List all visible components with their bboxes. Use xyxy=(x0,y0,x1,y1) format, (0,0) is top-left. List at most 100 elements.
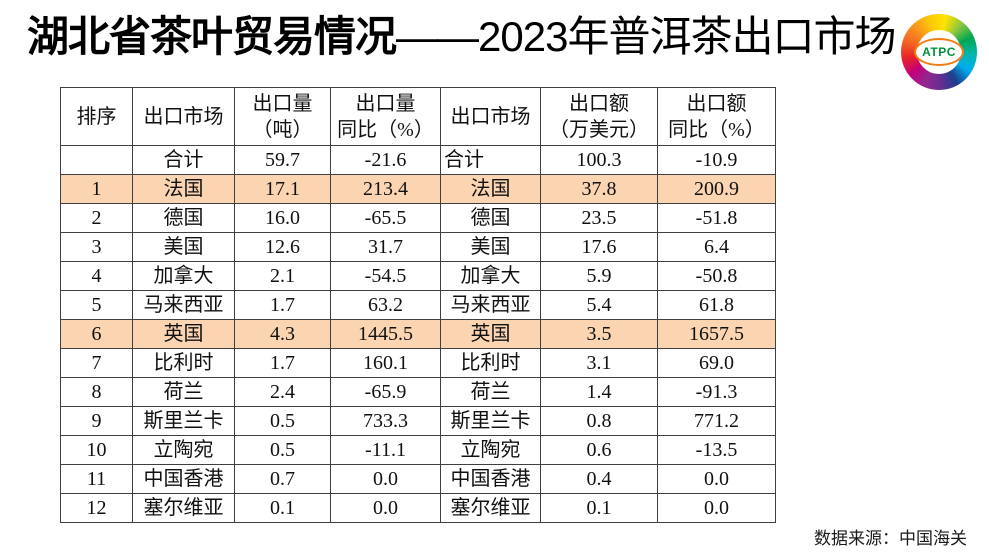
table-cell: 0.0 xyxy=(330,493,441,523)
page-title-main: 湖北省茶叶贸易情况 xyxy=(27,13,397,60)
table-cell: 英国 xyxy=(132,319,235,349)
table-row: 8 荷兰 2.4 -65.9 荷兰 1.4 -91.3 xyxy=(60,377,776,407)
table-cell: 0.0 xyxy=(657,464,776,494)
table-cell: 5 xyxy=(60,290,133,320)
table-cell: 0.0 xyxy=(330,464,441,494)
table-cell: 9 xyxy=(60,406,133,436)
table-cell: 3 xyxy=(60,232,133,262)
table-cell: 1.7 xyxy=(234,290,331,320)
table-cell: 0.5 xyxy=(234,435,331,465)
table-cell: 733.3 xyxy=(330,406,441,436)
table-cell: 德国 xyxy=(440,203,541,233)
table-cell: 16.0 xyxy=(234,203,331,233)
table-cell: 合计 xyxy=(132,145,235,175)
table-cell: 37.8 xyxy=(540,174,658,204)
table-cell: 23.5 xyxy=(540,203,658,233)
table-cell: 5.4 xyxy=(540,290,658,320)
table-cell: 213.4 xyxy=(330,174,441,204)
trade-table: 排序 出口市场 出口量 （吨） 出口量 同比（%） 出口市场 出口额 （万美元）… xyxy=(60,87,776,523)
table-cell: 0.1 xyxy=(234,493,331,523)
table-cell: 加拿大 xyxy=(132,261,235,291)
table-row: 7 比利时 1.7 160.1 比利时 3.1 69.0 xyxy=(60,348,776,378)
table-row: 9 斯里兰卡 0.5 733.3 斯里兰卡 0.8 771.2 xyxy=(60,406,776,436)
table-row: 1 法国 17.1 213.4 法国 37.8 200.9 xyxy=(60,174,776,204)
table-cell: 17.6 xyxy=(540,232,658,262)
table-row: 11 中国香港 0.7 0.0 中国香港 0.4 0.0 xyxy=(60,464,776,494)
table-cell: 2.1 xyxy=(234,261,331,291)
col-header-export-volume-yoy: 出口量 同比（%） xyxy=(330,87,441,146)
table-row: 合计 59.7 -21.6 合计 100.3 -10.9 xyxy=(60,145,776,175)
table-cell: 荷兰 xyxy=(440,377,541,407)
col-header-export-value-yoy: 出口额 同比（%） xyxy=(657,87,776,146)
table-cell: 立陶宛 xyxy=(440,435,541,465)
table-cell: 德国 xyxy=(132,203,235,233)
atpc-logo-icon: ATPC xyxy=(901,14,977,90)
table-row: 2 德国 16.0 -65.5 德国 23.5 -51.8 xyxy=(60,203,776,233)
table-cell: 0.7 xyxy=(234,464,331,494)
table-cell: 3.1 xyxy=(540,348,658,378)
col-header-export-value: 出口额 （万美元） xyxy=(540,87,658,146)
col-header-export-volume: 出口量 （吨） xyxy=(234,87,331,146)
table-cell: 160.1 xyxy=(330,348,441,378)
col-header-export-market-volume: 出口市场 xyxy=(132,87,235,146)
table-cell: 69.0 xyxy=(657,348,776,378)
table-cell: 立陶宛 xyxy=(132,435,235,465)
table-cell: 1.7 xyxy=(234,348,331,378)
table-cell: 2 xyxy=(60,203,133,233)
table-cell: 荷兰 xyxy=(132,377,235,407)
table-cell: 合计 xyxy=(440,145,541,175)
table-cell: 美国 xyxy=(440,232,541,262)
table-cell: 斯里兰卡 xyxy=(440,406,541,436)
table-cell: 马来西亚 xyxy=(132,290,235,320)
table-cell: 200.9 xyxy=(657,174,776,204)
table-cell: 2.4 xyxy=(234,377,331,407)
table-cell: 31.7 xyxy=(330,232,441,262)
table-cell: 0.6 xyxy=(540,435,658,465)
table-cell: 加拿大 xyxy=(440,261,541,291)
table-cell: -65.9 xyxy=(330,377,441,407)
table-cell: 美国 xyxy=(132,232,235,262)
page-title-sub: ——2023年普洱茶出口市场 xyxy=(396,13,896,60)
table-cell: 12.6 xyxy=(234,232,331,262)
table-cell: 61.8 xyxy=(657,290,776,320)
table-cell: 7 xyxy=(60,348,133,378)
table-body: 合计 59.7 -21.6 合计 100.3 -10.9 1 法国 17.1 213.4 法国 37.… xyxy=(60,145,776,523)
table-cell: 4.3 xyxy=(234,319,331,349)
table-cell: -13.5 xyxy=(657,435,776,465)
table-cell: 中国香港 xyxy=(440,464,541,494)
table-cell: 100.3 xyxy=(540,145,658,175)
table-cell: 法国 xyxy=(132,174,235,204)
table-cell: -91.3 xyxy=(657,377,776,407)
table-cell: 12 xyxy=(60,493,133,523)
table-cell: 3.5 xyxy=(540,319,658,349)
table-cell: 1445.5 xyxy=(330,319,441,349)
table-cell: -21.6 xyxy=(330,145,441,175)
table-cell: 斯里兰卡 xyxy=(132,406,235,436)
table-cell: 6.4 xyxy=(657,232,776,262)
table-row: 5 马来西亚 1.7 63.2 马来西亚 5.4 61.8 xyxy=(60,290,776,320)
table-cell: -11.1 xyxy=(330,435,441,465)
table-cell: -51.8 xyxy=(657,203,776,233)
table-cell: 10 xyxy=(60,435,133,465)
table-row: 4 加拿大 2.1 -54.5 加拿大 5.9 -50.8 xyxy=(60,261,776,291)
data-source-note: 数据来源：中国海关 xyxy=(814,529,967,548)
table-cell: 0.8 xyxy=(540,406,658,436)
table-row: 3 美国 12.6 31.7 美国 17.6 6.4 xyxy=(60,232,776,262)
table-cell: 6 xyxy=(60,319,133,349)
col-header-export-market-value: 出口市场 xyxy=(440,87,541,146)
col-header-rank: 排序 xyxy=(60,87,133,146)
table-row: 6 英国 4.3 1445.5 英国 3.5 1657.5 xyxy=(60,319,776,349)
table-cell: -65.5 xyxy=(330,203,441,233)
table-cell: 5.9 xyxy=(540,261,658,291)
table-cell: 1.4 xyxy=(540,377,658,407)
logo-text: ATPC xyxy=(922,45,956,59)
table-cell: 11 xyxy=(60,464,133,494)
table-cell: 63.2 xyxy=(330,290,441,320)
table-cell: 0.0 xyxy=(657,493,776,523)
table-cell: 中国香港 xyxy=(132,464,235,494)
table-cell: 8 xyxy=(60,377,133,407)
table-cell: 0.1 xyxy=(540,493,658,523)
table-cell: -10.9 xyxy=(657,145,776,175)
table-cell: -50.8 xyxy=(657,261,776,291)
table-cell: -54.5 xyxy=(330,261,441,291)
